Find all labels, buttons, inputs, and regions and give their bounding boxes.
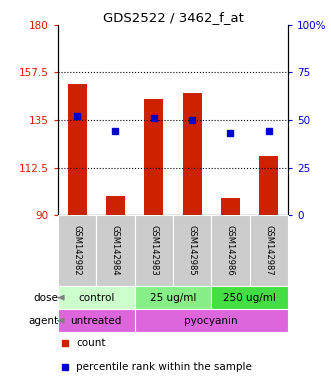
Title: GDS2522 / 3462_f_at: GDS2522 / 3462_f_at — [103, 11, 243, 24]
Bar — [58, 309, 135, 332]
Bar — [58, 215, 96, 286]
Text: percentile rank within the sample: percentile rank within the sample — [76, 362, 252, 372]
Text: control: control — [78, 293, 115, 303]
Text: GSM142983: GSM142983 — [149, 225, 158, 276]
Bar — [173, 215, 211, 286]
Text: GSM142987: GSM142987 — [264, 225, 273, 276]
Bar — [135, 215, 173, 286]
Bar — [250, 215, 288, 286]
Bar — [221, 198, 240, 215]
Bar — [211, 215, 250, 286]
Text: 25 ug/ml: 25 ug/ml — [150, 293, 196, 303]
Bar — [96, 215, 135, 286]
Text: agent: agent — [28, 316, 59, 326]
Text: pyocyanin: pyocyanin — [184, 316, 238, 326]
Bar — [259, 156, 278, 215]
Text: untreated: untreated — [71, 316, 122, 326]
Bar — [144, 99, 164, 215]
Text: dose: dose — [34, 293, 59, 303]
Bar — [135, 309, 288, 332]
Text: GSM142984: GSM142984 — [111, 225, 120, 276]
Text: GSM142982: GSM142982 — [72, 225, 82, 276]
Text: count: count — [76, 338, 106, 348]
Text: 250 ug/ml: 250 ug/ml — [223, 293, 276, 303]
Bar — [106, 196, 125, 215]
Text: GSM142985: GSM142985 — [188, 225, 197, 276]
Bar — [68, 84, 87, 215]
Bar — [182, 93, 202, 215]
Bar — [58, 286, 135, 309]
Text: GSM142986: GSM142986 — [226, 225, 235, 276]
Bar — [135, 286, 211, 309]
Bar — [211, 286, 288, 309]
